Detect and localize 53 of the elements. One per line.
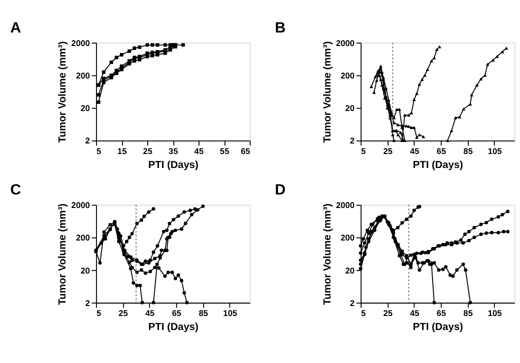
y-axis-title: Tumor Volume (mm³) [322, 203, 334, 305]
y-tick-label: 2 [85, 136, 90, 146]
x-tick-label: 45 [194, 146, 204, 156]
y-tick-label: 200 [340, 232, 355, 243]
x-axis-title: PTI (Days) [148, 322, 198, 334]
x-tick-label: 45 [410, 146, 420, 156]
y-tick-label: 2000 [336, 38, 355, 48]
y-axis-title: Tumor Volume (mm³) [58, 203, 69, 305]
x-tick-label: 105 [223, 308, 238, 318]
x-tick-label: 55 [220, 146, 230, 156]
x-tick-label: 85 [463, 146, 474, 156]
y-tick-label: 20 [345, 103, 355, 114]
x-tick-label: 5 [96, 146, 102, 156]
x-tick-label: 65 [172, 308, 182, 318]
y-tick-label: 20 [80, 265, 90, 276]
x-tick-label: 25 [383, 308, 393, 318]
x-tick-label: 5 [361, 308, 366, 318]
y-tick-label: 200 [76, 70, 90, 81]
x-tick-label: 85 [463, 308, 474, 318]
x-tick-label: 105 [488, 146, 502, 156]
y-tick-label: 20 [345, 265, 355, 276]
x-tick-label: 25 [383, 146, 393, 156]
x-tick-label: 45 [145, 308, 155, 318]
y-tick-label: 2000 [71, 200, 90, 210]
x-tick-label: 15 [117, 146, 128, 156]
x-tick-label: 45 [410, 308, 420, 318]
x-tick-label: 25 [118, 308, 128, 318]
x-tick-label: 65 [436, 146, 446, 156]
y-tick-label: 2 [85, 298, 90, 308]
y-tick-label: 200 [76, 232, 90, 243]
x-tick-label: 65 [240, 146, 251, 156]
y-tick-label: 2000 [71, 38, 90, 48]
x-tick-label: 5 [96, 308, 102, 318]
y-axis-title: Tumor Volume (mm³) [58, 41, 69, 143]
chart-title: A [10, 20, 22, 36]
y-tick-label: 2000 [336, 200, 355, 210]
x-tick-label: 5 [361, 146, 366, 156]
x-tick-label: 25 [143, 146, 153, 156]
y-tick-label: 20 [80, 103, 90, 114]
x-tick-label: 105 [488, 308, 502, 318]
x-axis-title: PTI (Days) [412, 160, 464, 171]
x-axis-title: PTI (Days) [412, 322, 464, 334]
chart-title: D [274, 182, 286, 199]
y-tick-label: 2 [350, 298, 355, 308]
chart-title: B [274, 20, 286, 36]
y-tick-label: 2 [350, 136, 355, 146]
x-tick-label: 85 [198, 308, 208, 318]
x-tick-label: 35 [168, 146, 178, 156]
x-tick-label: 65 [436, 308, 446, 318]
y-axis-title: Tumor Volume (mm³) [322, 41, 334, 143]
y-tick-label: 200 [340, 70, 355, 81]
chart-title: C [10, 182, 22, 199]
x-axis-title: PTI (Days) [148, 160, 198, 171]
